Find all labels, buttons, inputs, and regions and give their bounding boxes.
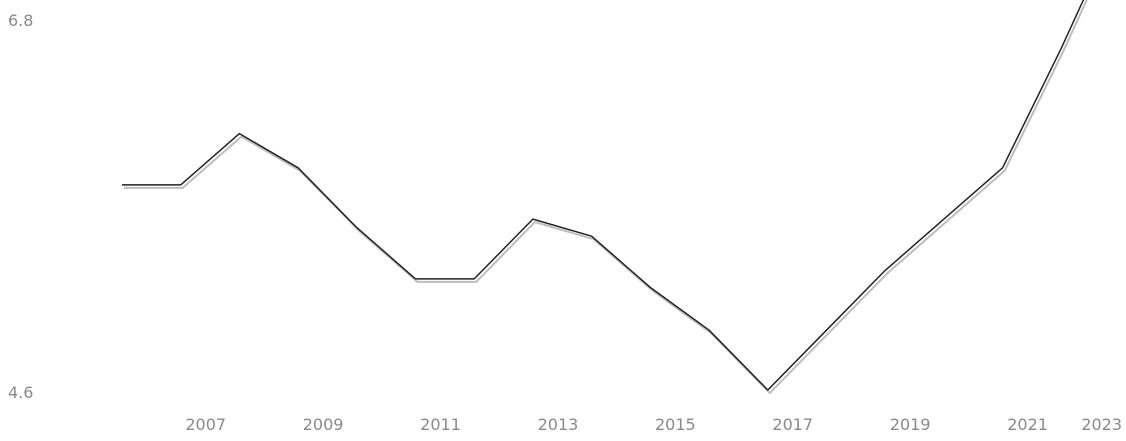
series-shadow-line [124, 0, 1088, 394]
x-tick-label-2013: 2013 [538, 415, 579, 434]
y-axis-max-label: 6.8 [8, 11, 33, 30]
x-tick-label-2009: 2009 [303, 415, 344, 434]
series-line [122, 0, 1085, 391]
x-tick-label-2017: 2017 [772, 415, 813, 434]
series-layer [122, 0, 1088, 394]
x-tick-label-2011: 2011 [420, 415, 461, 434]
y-axis-min-label: 4.6 [8, 383, 33, 402]
x-tick-label-2019: 2019 [890, 415, 931, 434]
x-tick-label-2015: 2015 [655, 415, 696, 434]
y-axis-labels: 6.8 4.6 [8, 11, 33, 402]
x-tick-label-2021: 2021 [1007, 415, 1048, 434]
x-tick-label-2007: 2007 [185, 415, 226, 434]
x-axis-tick-labels: 2007 2009 2011 2013 2015 2017 2019 2021 2023 [185, 415, 1122, 434]
x-tick-label-2023: 2023 [1081, 415, 1122, 434]
